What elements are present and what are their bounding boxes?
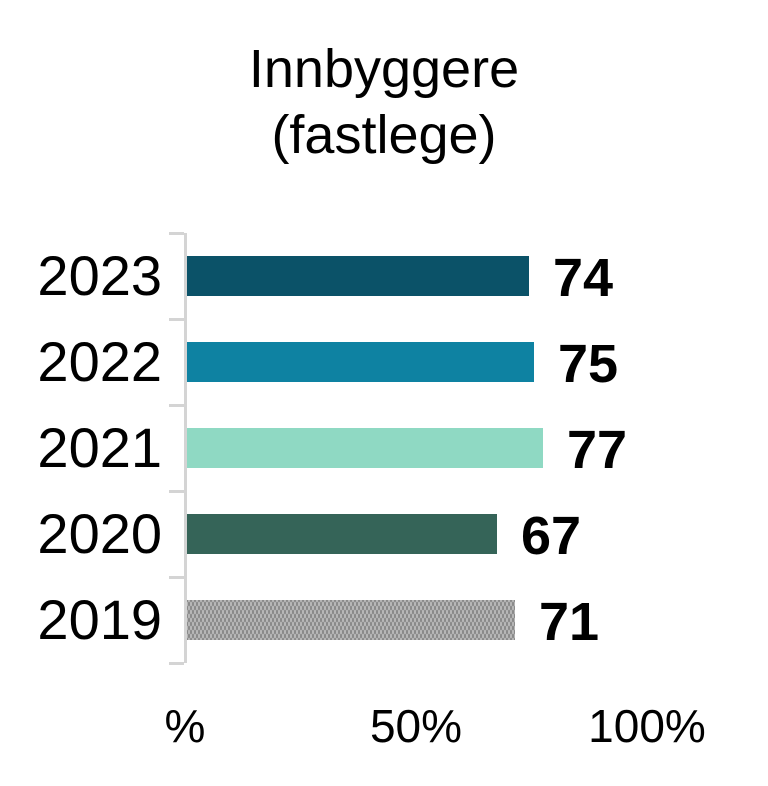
chart-title-line1: Innbyggere	[248, 39, 520, 99]
axis-tick	[169, 318, 184, 321]
value-label: 75	[558, 334, 619, 394]
y-axis-line	[184, 233, 187, 663]
value-label: 77	[567, 420, 628, 480]
axis-tick	[169, 404, 184, 407]
axis-tick	[169, 232, 184, 235]
x-tick-label: 100%	[588, 700, 706, 752]
chart-title-line2: (fastlege)	[271, 105, 497, 165]
chart-title: Innbyggere (fastlege)	[0, 36, 768, 168]
bar	[187, 514, 497, 554]
bar	[187, 342, 534, 382]
category-label: 2023	[37, 244, 162, 307]
category-label: 2019	[37, 588, 162, 651]
bar	[187, 428, 543, 468]
x-tick-label: %	[164, 700, 206, 752]
value-label: 71	[539, 592, 600, 652]
axis-tick	[169, 490, 184, 493]
x-tick-label: 50%	[369, 700, 463, 752]
bar	[187, 256, 529, 296]
category-label: 2021	[37, 416, 162, 479]
category-label: 2022	[37, 330, 162, 393]
category-label: 2020	[37, 502, 162, 565]
value-label: 74	[553, 248, 614, 308]
axis-tick	[169, 576, 184, 579]
bar	[187, 600, 515, 640]
axis-tick	[169, 662, 184, 665]
value-label: 67	[521, 506, 582, 566]
